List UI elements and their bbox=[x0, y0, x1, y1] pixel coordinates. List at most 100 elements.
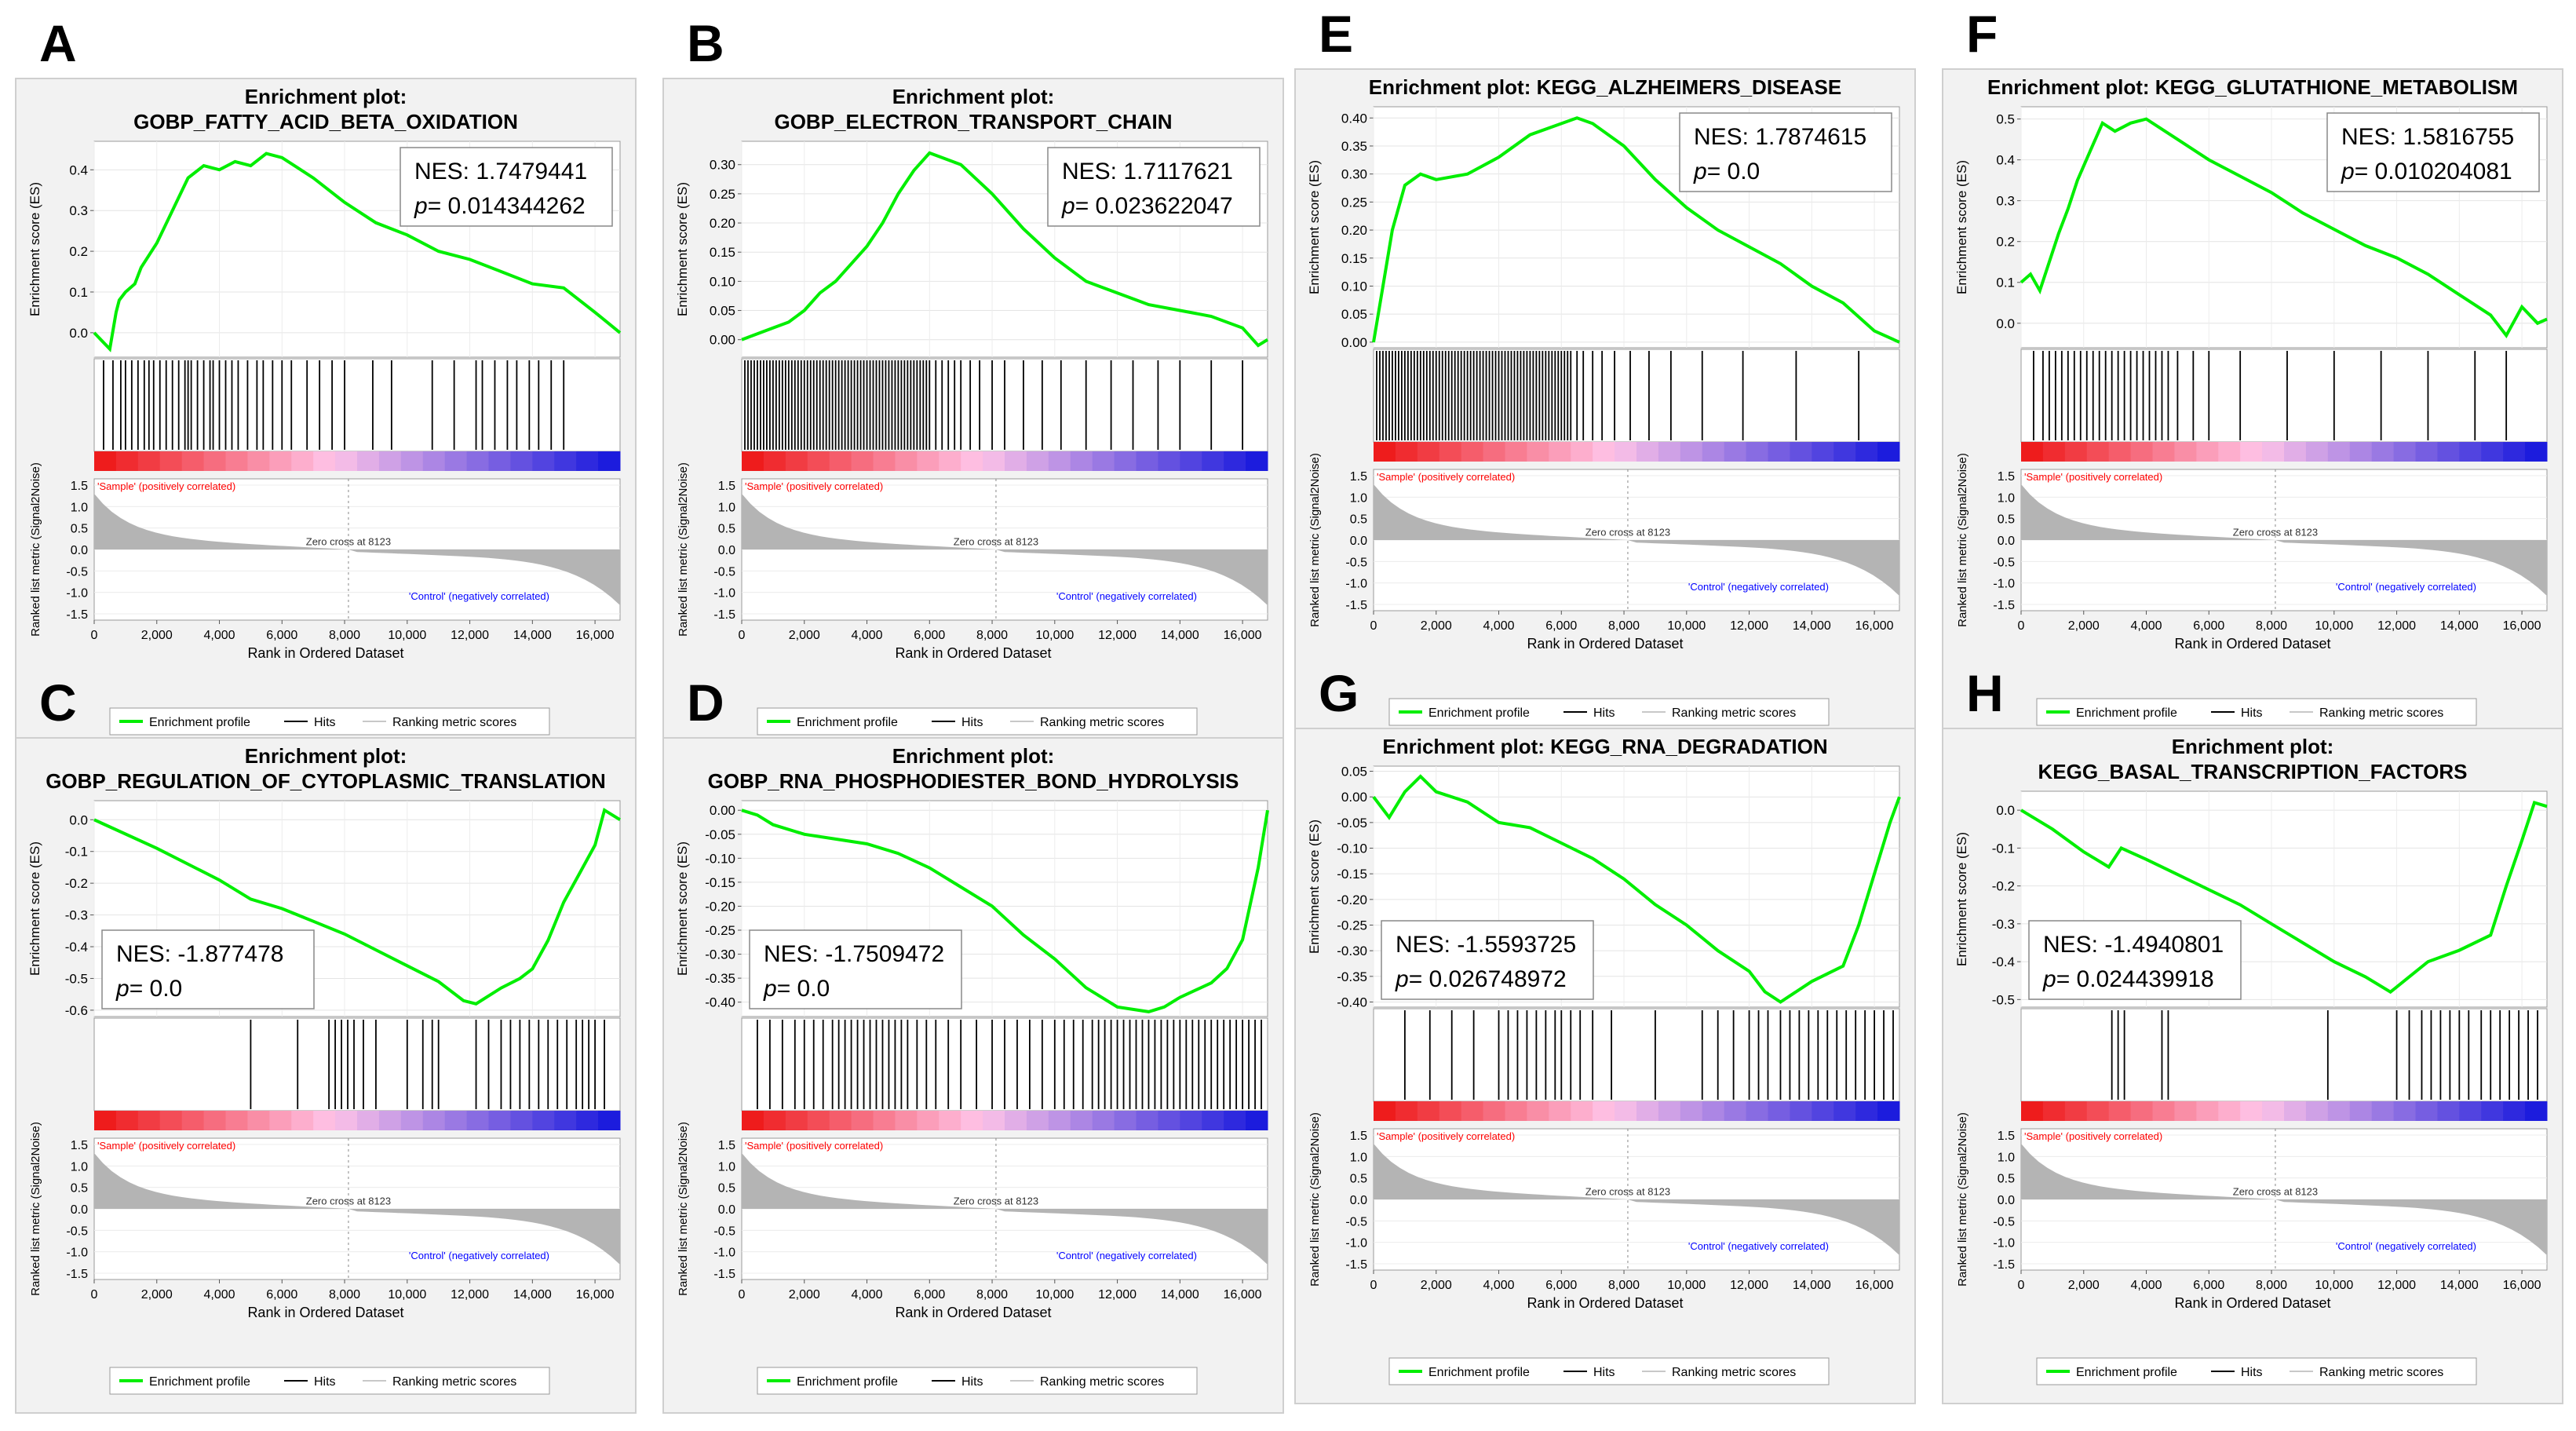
nes-box bbox=[400, 147, 613, 227]
plot-title: Enrichment plot: bbox=[2172, 735, 2334, 758]
ranking-metric-area bbox=[1374, 484, 1899, 597]
rank-color-segment bbox=[1790, 442, 1812, 462]
rank-color-segment bbox=[378, 1111, 402, 1130]
rank-color-segment bbox=[2437, 1101, 2460, 1121]
rank-color-segment bbox=[742, 1111, 764, 1130]
metric-tick-label: 0.0 bbox=[718, 1203, 735, 1217]
rank-color-segment bbox=[1246, 451, 1268, 471]
metric-tick-label: 0.5 bbox=[1998, 1173, 2015, 1186]
x-tick-label: 8,000 bbox=[1608, 619, 1640, 633]
rank-color-segment bbox=[466, 451, 489, 471]
x-tick-label: 0 bbox=[739, 1288, 746, 1301]
p-value-text: p= 0.024439918 bbox=[2042, 966, 2214, 992]
rank-color-segment bbox=[873, 451, 896, 471]
rank-color-segment bbox=[115, 451, 139, 471]
plot-subtitle: KEGG_BASAL_TRANSCRIPTION_FACTORS bbox=[2038, 760, 2467, 783]
zero-cross-label: Zero cross at 8123 bbox=[954, 536, 1038, 548]
rank-color-segment bbox=[1768, 1101, 1790, 1121]
rank-color-segment bbox=[1005, 451, 1027, 471]
y-axis-label-metric: Ranked list metric (Signal2Noise) bbox=[1956, 453, 1969, 627]
ranking-metric-area bbox=[94, 1152, 620, 1265]
x-tick-label: 2,000 bbox=[789, 629, 820, 642]
rank-color-segment bbox=[1246, 1111, 1268, 1130]
rank-color-segment bbox=[2021, 1101, 2044, 1121]
rank-color-segment bbox=[1417, 442, 1440, 462]
rank-color-segment bbox=[829, 451, 852, 471]
rank-color-segment bbox=[2371, 1101, 2395, 1121]
x-tick-label: 10,000 bbox=[388, 1288, 426, 1301]
panel-F: F Enrichment plot: KEGG_GLUTATHIONE_METAB… bbox=[1942, 5, 2563, 745]
y-tick-label: -0.10 bbox=[705, 851, 735, 866]
y-tick-label: -0.4 bbox=[1992, 955, 2015, 969]
y-tick-label: 0.5 bbox=[1996, 112, 2015, 127]
panel-B: B Enrichment plot:GOBP_ELECTRON_TRANSPORT… bbox=[662, 14, 1284, 754]
rank-color-segment bbox=[2459, 442, 2482, 462]
rank-color-segment bbox=[1114, 451, 1137, 471]
rank-color-segment bbox=[247, 1111, 270, 1130]
y-tick-label: 0.25 bbox=[1341, 195, 1367, 210]
p-value-text: p= 0.026748972 bbox=[1395, 966, 1567, 992]
x-tick-label: 0 bbox=[2018, 619, 2025, 633]
y-tick-label: -0.3 bbox=[1992, 917, 2015, 932]
y-tick-label: -0.3 bbox=[65, 908, 88, 923]
y-axis-label-es: Enrichment score (ES) bbox=[27, 841, 42, 976]
legend-label: Enrichment profile bbox=[149, 716, 250, 729]
y-tick-label: -0.35 bbox=[705, 971, 735, 986]
x-tick-label: 8,000 bbox=[1608, 1279, 1640, 1292]
rank-color-segment bbox=[444, 1111, 468, 1130]
x-tick-label: 4,000 bbox=[204, 1288, 235, 1301]
metric-tick-label: 0.5 bbox=[718, 523, 735, 536]
rank-color-segment bbox=[422, 451, 446, 471]
y-axis-label-es: Enrichment score (ES) bbox=[27, 182, 42, 316]
x-axis-label: Rank in Ordered Dataset bbox=[1527, 636, 1683, 652]
legend-box bbox=[1388, 698, 1830, 726]
legend-label: Enrichment profile bbox=[797, 716, 898, 729]
rank-color-segment bbox=[2042, 442, 2066, 462]
rank-color-segment bbox=[400, 1111, 424, 1130]
metric-tick-label: 0.5 bbox=[1350, 513, 1367, 527]
x-tick-label: 0 bbox=[91, 629, 98, 642]
rank-color-segment bbox=[2393, 442, 2416, 462]
x-tick-label: 10,000 bbox=[2315, 619, 2353, 633]
negative-correlation-label: 'Control' (negatively correlated) bbox=[409, 590, 549, 602]
metric-tick-label: 0.0 bbox=[1350, 535, 1367, 548]
x-axis-label: Rank in Ordered Dataset bbox=[247, 1305, 403, 1320]
hits-area bbox=[1373, 1008, 1900, 1102]
rank-color-segment bbox=[532, 1111, 555, 1130]
rank-color-segment bbox=[1461, 1101, 1484, 1121]
hits-area bbox=[93, 1017, 621, 1112]
rank-color-segment bbox=[335, 1111, 358, 1130]
metric-tick-label: 1.5 bbox=[71, 1139, 88, 1152]
rank-color-segment bbox=[159, 451, 183, 471]
x-tick-label: 12,000 bbox=[451, 1288, 489, 1301]
rank-color-segment bbox=[873, 1111, 896, 1130]
x-tick-label: 16,000 bbox=[1855, 1279, 1894, 1292]
legend-box bbox=[2036, 698, 2477, 726]
metric-tick-label: -1.5 bbox=[713, 1268, 735, 1281]
metric-tick-label: -1.0 bbox=[1345, 578, 1367, 591]
y-tick-label: -0.15 bbox=[705, 875, 735, 890]
panel-C: C Enrichment plot:GOBP_REGULATION_OF_CYTO… bbox=[15, 674, 637, 1414]
x-tick-label: 16,000 bbox=[2503, 1279, 2541, 1292]
plot-title: Enrichment plot: KEGG_RNA_DEGRADATION bbox=[1382, 735, 1827, 758]
legend-label: Ranking metric scores bbox=[1672, 1366, 1796, 1379]
legend-label: Enrichment profile bbox=[2076, 706, 2177, 720]
metric-tick-label: 1.0 bbox=[1350, 491, 1367, 505]
y-tick-label: -0.15 bbox=[1337, 867, 1367, 882]
rank-color-segment bbox=[2152, 1101, 2175, 1121]
rank-color-segment bbox=[2525, 1101, 2548, 1121]
y-tick-label: 0.4 bbox=[1996, 153, 2015, 168]
y-tick-label: 0.20 bbox=[1341, 223, 1367, 238]
legend-label: Hits bbox=[961, 716, 983, 729]
rank-color-segment bbox=[851, 1111, 874, 1130]
y-tick-label: -0.6 bbox=[65, 1003, 88, 1018]
y-tick-label: -0.2 bbox=[65, 876, 88, 891]
rank-color-segment bbox=[1092, 1111, 1115, 1130]
metric-tick-label: 0.5 bbox=[1350, 1173, 1367, 1186]
rank-color-segment bbox=[313, 1111, 336, 1130]
rank-color-segment bbox=[291, 451, 314, 471]
x-tick-label: 6,000 bbox=[266, 1288, 297, 1301]
y-tick-label: 0.00 bbox=[710, 333, 735, 348]
hits-area bbox=[2020, 349, 2548, 443]
x-tick-label: 12,000 bbox=[1098, 629, 1137, 642]
